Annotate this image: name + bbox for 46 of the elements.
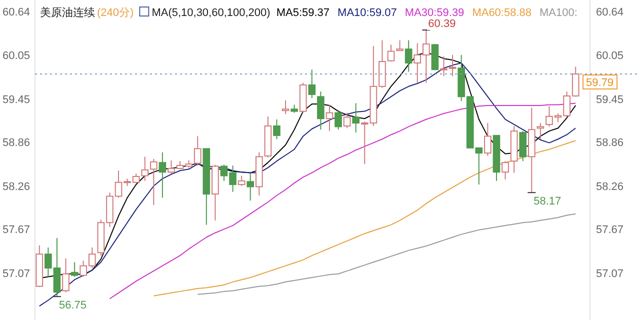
text: MA10:59.07 (338, 7, 397, 19)
candlestick (396, 40, 404, 52)
text: (240分) (97, 7, 134, 19)
annotation: 56.75 (58, 300, 87, 312)
candlestick (317, 91, 324, 130)
ref-line-label: 59.79 (586, 76, 614, 89)
text: MA100: (540, 7, 578, 19)
candlestick (62, 258, 70, 293)
candlestick (141, 156, 149, 182)
candlestick (238, 175, 246, 186)
y-tick-label: 59.45 (2, 94, 30, 106)
candlestick (334, 109, 342, 130)
candlestick (536, 122, 544, 140)
y2-tick-label: 58.86 (596, 137, 624, 150)
candlestick (150, 158, 158, 206)
text: MA60:58.88 (472, 7, 532, 19)
y-tick-label: 60.64 (2, 6, 30, 19)
y-tick-label: 60.05 (2, 50, 30, 62)
y2-tick-label: 58.26 (596, 180, 624, 193)
candlestick (70, 262, 78, 278)
y-tick-label: 57.67 (2, 224, 30, 236)
candlestick (404, 40, 412, 72)
text: 美原油连续 (40, 6, 95, 19)
text: MA5:59.37 (276, 7, 330, 19)
y2-tick-label: 60.64 (596, 6, 624, 19)
candlestick (246, 172, 254, 202)
candlestick (484, 122, 492, 156)
y2-tick-label: 59.45 (596, 94, 624, 106)
text: MA30:59.39 (404, 7, 464, 19)
y-tick-label: 58.86 (2, 137, 30, 150)
annotation: 58.17 (534, 196, 562, 208)
legend-title: MA(5,10,30,60,100,200) (152, 7, 270, 19)
candlestick (158, 152, 166, 198)
y2-tick-label: 57.07 (596, 268, 624, 280)
candlestick (308, 69, 316, 99)
candlestick (352, 102, 360, 134)
candlestick (343, 112, 351, 129)
annotation: 60.39 (428, 18, 456, 30)
y-tick-label: 58.26 (2, 180, 30, 193)
y2-tick-label: 57.67 (596, 224, 624, 236)
candlestick (273, 118, 280, 140)
candlestick (282, 100, 290, 115)
y-tick-label: 57.07 (2, 268, 30, 280)
y2-tick-label: 60.05 (596, 50, 624, 62)
candlestick (326, 104, 334, 132)
candlestick (502, 160, 509, 180)
